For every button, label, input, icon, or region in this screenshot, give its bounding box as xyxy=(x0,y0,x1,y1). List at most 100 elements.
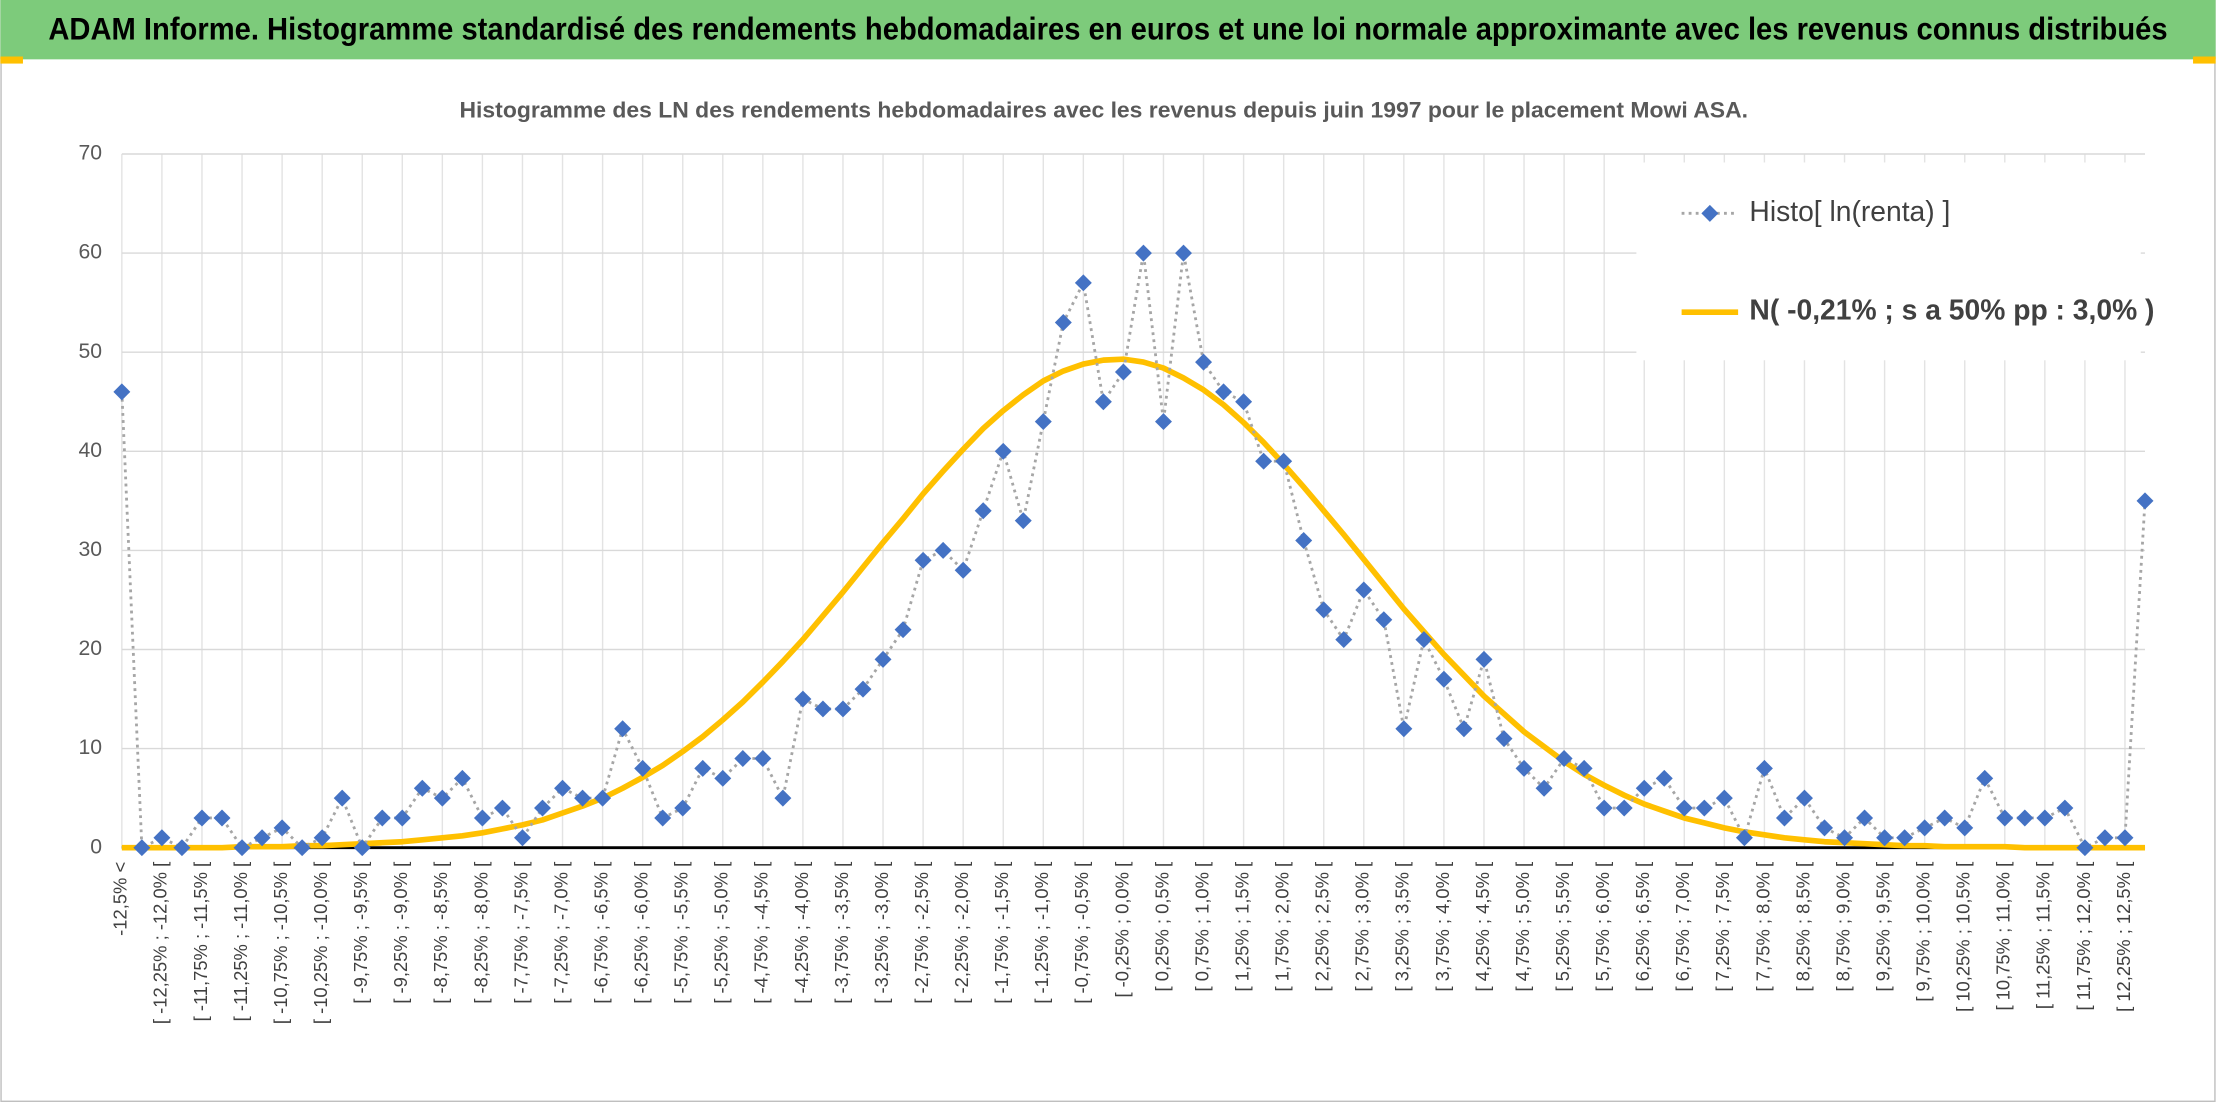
y-tick-label: 40 xyxy=(78,439,102,462)
data-point xyxy=(1034,413,1052,431)
data-point xyxy=(413,779,431,797)
data-point xyxy=(1936,809,1954,827)
data-point xyxy=(894,621,912,639)
x-tick-label: [ -11,75% ; -11,5% [ xyxy=(190,862,211,1022)
x-tick-label: [ 1,75% ; 2,0% [ xyxy=(1272,862,1293,992)
x-tick-label: [ -1,75% ; -1,5% [ xyxy=(991,862,1012,1004)
data-point xyxy=(1114,363,1132,381)
legend-label: Histo[ ln(renta) ] xyxy=(1749,195,1950,227)
x-tick-label: [ -3,25% ; -3,0% [ xyxy=(871,862,892,1004)
legend-label: N( -0,21% ; s a 50% pp : 3,0% ) xyxy=(1749,294,2154,326)
x-tick-label: -12,5% < xyxy=(110,862,131,936)
x-tick-label: [ -2,75% ; -2,5% [ xyxy=(911,862,932,1004)
data-point xyxy=(273,819,291,837)
data-point xyxy=(373,809,391,827)
x-tick-label: [ -9,75% ; -9,5% [ xyxy=(350,862,371,1004)
x-tick-label: [ 1,25% ; 1,5% [ xyxy=(1231,862,1252,992)
header-title: ADAM Informe. Histogramme standardisé de… xyxy=(48,11,2167,46)
data-point xyxy=(513,829,531,847)
y-tick-label: 0 xyxy=(90,835,102,858)
x-tick-label: [ -7,75% ; -7,5% [ xyxy=(510,862,531,1004)
x-tick-label: [ -5,75% ; -5,5% [ xyxy=(671,862,692,1004)
x-tick-label: [ 7,25% ; 7,5% [ xyxy=(1712,862,1733,992)
data-point xyxy=(734,750,752,767)
data-point xyxy=(1876,829,1894,847)
data-point xyxy=(594,789,612,807)
x-tick-label: [ -12,25% ; -12,0% [ xyxy=(150,862,171,1024)
x-tick-label: [ -8,75% ; -8,5% [ xyxy=(430,862,451,1004)
data-point xyxy=(493,799,511,817)
chart-title: Histogramme des LN des rendements hebdom… xyxy=(460,98,1748,123)
y-tick-label: 50 xyxy=(78,340,102,363)
data-point xyxy=(1555,750,1573,767)
x-tick-label: [ -1,25% ; -1,0% [ xyxy=(1031,862,1052,1004)
data-point xyxy=(1816,819,1833,837)
data-point xyxy=(453,769,471,787)
data-point xyxy=(634,759,652,777)
x-tick-label: [ -0,25% ; 0,0% [ xyxy=(1111,862,1132,998)
data-point xyxy=(934,541,952,559)
data-point xyxy=(994,442,1012,460)
data-point xyxy=(1335,631,1353,649)
data-point xyxy=(1655,769,1673,787)
corner-accent xyxy=(0,56,23,64)
x-tick-label: [ -4,75% ; -4,5% [ xyxy=(751,862,772,1004)
data-point xyxy=(714,769,732,787)
data-point xyxy=(113,383,131,401)
y-tick-label: 60 xyxy=(78,241,102,264)
data-point xyxy=(1295,532,1313,549)
x-tick-label: [ 12,25% ; 12,5% [ xyxy=(2113,862,2134,1012)
data-point xyxy=(674,799,692,817)
data-point xyxy=(2096,829,2114,847)
data-point xyxy=(1675,799,1693,817)
data-point xyxy=(914,551,932,569)
data-point xyxy=(1996,809,2014,827)
data-point xyxy=(1094,393,1112,411)
x-tick-label: [ 8,25% ; 8,5% [ xyxy=(1792,862,1813,992)
x-tick-label: [ 9,75% ; 10,0% [ xyxy=(1913,862,1934,1002)
x-tick-label: [ 5,75% ; 6,0% [ xyxy=(1592,862,1613,992)
data-point xyxy=(534,799,551,817)
data-point xyxy=(133,839,151,857)
y-tick-label: 10 xyxy=(78,736,102,759)
x-tick-label: [ 3,25% ; 3,5% [ xyxy=(1392,862,1413,992)
data-point xyxy=(153,829,171,847)
data-point xyxy=(1155,413,1172,431)
data-point xyxy=(1355,581,1373,599)
x-tick-label: [ 8,75% ; 9,0% [ xyxy=(1832,862,1853,992)
y-tick-label: 30 xyxy=(78,538,102,561)
data-point xyxy=(654,809,672,827)
data-point xyxy=(1735,829,1753,847)
data-point xyxy=(1956,819,1974,837)
x-tick-label: [ 9,25% ; 9,5% [ xyxy=(1872,862,1893,992)
data-point xyxy=(874,650,892,668)
y-tick-label: 20 xyxy=(78,637,102,660)
data-point xyxy=(974,502,992,520)
series-line-dotted xyxy=(120,251,2147,850)
data-point xyxy=(1595,799,1613,817)
data-point xyxy=(2136,492,2154,510)
data-point xyxy=(213,809,231,827)
data-point xyxy=(473,809,491,827)
data-point xyxy=(353,839,371,857)
data-point xyxy=(1455,720,1473,738)
x-tick-label: [ -9,25% ; -9,0% [ xyxy=(390,862,411,1004)
data-point xyxy=(2076,839,2094,857)
data-point xyxy=(193,809,211,827)
x-tick-label: [ 11,25% ; 11,5% [ xyxy=(2033,862,2054,1009)
data-point xyxy=(554,779,572,797)
x-tick-label: [ -2,25% ; -2,0% [ xyxy=(951,862,972,1004)
x-tick-label: [ 4,25% ; 4,5% [ xyxy=(1472,862,1493,992)
x-tick-label: [ -6,75% ; -6,5% [ xyxy=(590,862,611,1004)
x-tick-label: [ -4,25% ; -4,0% [ xyxy=(791,862,812,1004)
x-tick-label: [ 2,75% ; 3,0% [ xyxy=(1352,862,1373,992)
x-tick-label: [ 10,75% ; 11,0% [ xyxy=(1993,862,2014,1011)
data-point xyxy=(614,720,632,738)
x-tick-label: [ 11,75% ; 12,0% [ xyxy=(2073,862,2094,1011)
y-tick-label: 70 xyxy=(78,142,102,165)
data-point xyxy=(1535,779,1553,797)
data-point xyxy=(1315,601,1333,619)
data-point xyxy=(1695,799,1713,817)
data-point xyxy=(1896,829,1914,847)
